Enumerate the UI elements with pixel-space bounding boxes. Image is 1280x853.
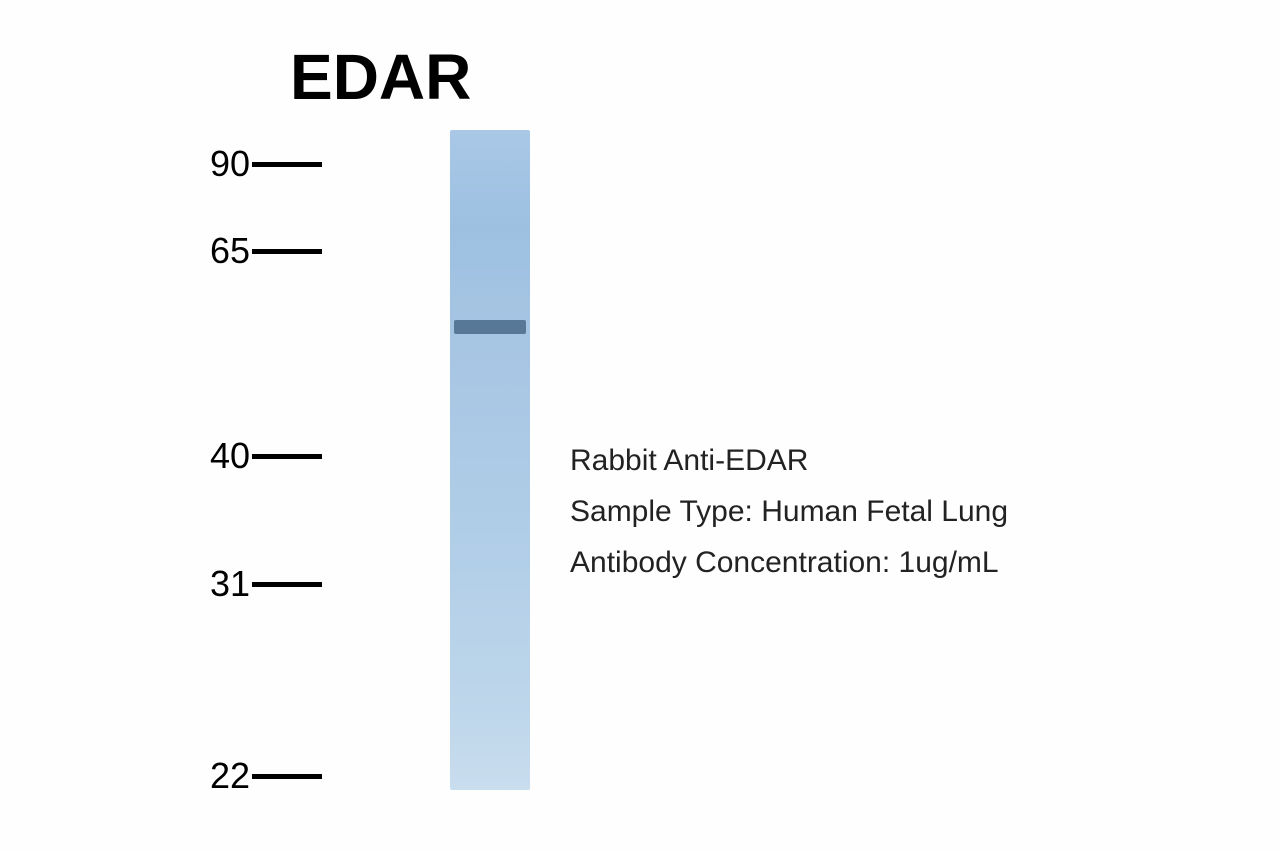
mw-marker-label: 22 <box>200 755 250 797</box>
info-block: Rabbit Anti-EDARSample Type: Human Fetal… <box>570 435 1008 588</box>
blot-lane <box>450 130 530 790</box>
info-line: Rabbit Anti-EDAR <box>570 435 1008 486</box>
mw-marker-label: 65 <box>200 230 250 272</box>
mw-marker-tick <box>252 774 322 779</box>
mw-marker: 22 <box>200 755 322 797</box>
mw-marker: 40 <box>200 435 322 477</box>
mw-marker: 31 <box>200 563 322 605</box>
mw-marker-tick <box>252 249 322 254</box>
blot-band <box>454 320 526 334</box>
mw-marker-label: 31 <box>200 563 250 605</box>
figure-container: EDAR 90 65 40 31 22 Rabbit Anti-EDARSample T… <box>150 40 1150 820</box>
mw-marker: 65 <box>200 230 322 272</box>
mw-marker-label: 90 <box>200 143 250 185</box>
mw-marker: 90 <box>200 143 322 185</box>
mw-marker-tick <box>252 162 322 167</box>
info-line: Sample Type: Human Fetal Lung <box>570 486 1008 537</box>
molecular-weight-ladder: 90 65 40 31 22 <box>200 135 430 795</box>
mw-marker-tick <box>252 582 322 587</box>
info-line: Antibody Concentration: 1ug/mL <box>570 537 1008 588</box>
figure-title: EDAR <box>290 40 471 114</box>
mw-marker-label: 40 <box>200 435 250 477</box>
mw-marker-tick <box>252 454 322 459</box>
